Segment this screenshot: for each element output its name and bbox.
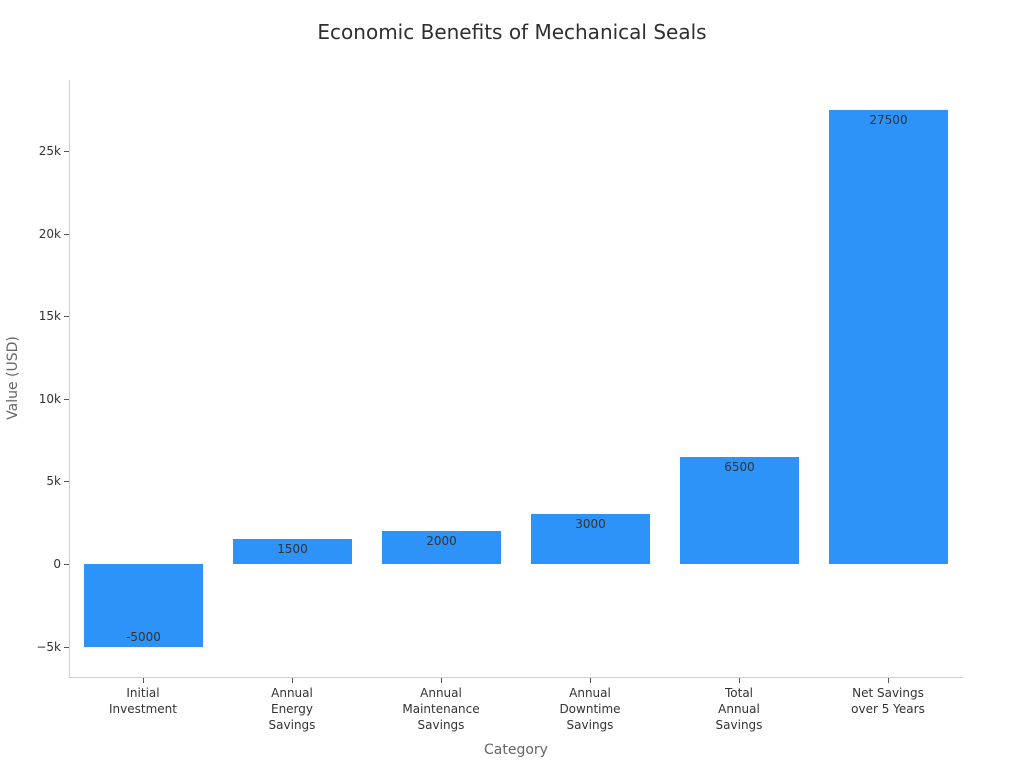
y-tick-mark <box>64 399 69 400</box>
x-tick-mark <box>888 678 889 683</box>
y-tick: 10k <box>0 392 69 413</box>
y-tick-label: 15k <box>38 309 61 323</box>
bar[interactable] <box>382 531 501 564</box>
y-tick: 5k <box>0 474 69 495</box>
y-tick-label: 10k <box>38 392 61 406</box>
y-tick: 0 <box>0 557 69 578</box>
x-tick-label: Annual Downtime Savings <box>559 686 621 732</box>
x-axis-title: Category <box>484 742 548 758</box>
x-tick-mark <box>739 678 740 683</box>
chart-title: Economic Benefits of Mechanical Seals <box>317 20 707 44</box>
bar[interactable] <box>233 539 352 564</box>
bar-value-label: 3000 <box>575 517 606 531</box>
bar-value-label: 27500 <box>869 113 908 127</box>
bar[interactable] <box>680 457 799 564</box>
bar-value-label: -5000 <box>126 630 161 644</box>
x-tick-mark <box>441 678 442 683</box>
y-axis-line <box>69 80 70 677</box>
x-tick-mark <box>292 678 293 683</box>
y-tick-label: −5k <box>36 640 61 654</box>
x-tick-label: Total Annual Savings <box>715 686 763 732</box>
y-tick: 25k <box>0 144 69 165</box>
bar-value-label: 1500 <box>277 542 308 556</box>
bar[interactable] <box>829 110 948 564</box>
y-tick-label: 0 <box>53 557 61 571</box>
x-axis-line <box>69 677 963 678</box>
y-tick-mark <box>64 564 69 565</box>
x-tick-label: Annual Maintenance Savings <box>402 686 480 732</box>
x-tick-label: Net Savings over 5 Years <box>851 686 925 716</box>
y-tick-mark <box>64 481 69 482</box>
x-tick-mark <box>590 678 591 683</box>
x-tick-label: Annual Energy Savings <box>268 686 316 732</box>
y-tick: 15k <box>0 309 69 330</box>
y-tick: −5k <box>0 640 69 661</box>
y-tick: 20k <box>0 227 69 248</box>
y-tick-mark <box>64 647 69 648</box>
bar[interactable] <box>531 514 650 564</box>
x-tick-label: Initial Investment <box>109 686 177 716</box>
x-tick-mark <box>143 678 144 683</box>
y-tick-mark <box>64 234 69 235</box>
y-tick-mark <box>64 151 69 152</box>
bar[interactable] <box>84 564 203 647</box>
bar-value-label: 2000 <box>426 534 457 548</box>
bar-value-label: 6500 <box>724 460 755 474</box>
y-tick-label: 25k <box>38 144 61 158</box>
y-tick-mark <box>64 316 69 317</box>
y-tick-label: 5k <box>46 474 61 488</box>
y-tick-label: 20k <box>38 227 61 241</box>
